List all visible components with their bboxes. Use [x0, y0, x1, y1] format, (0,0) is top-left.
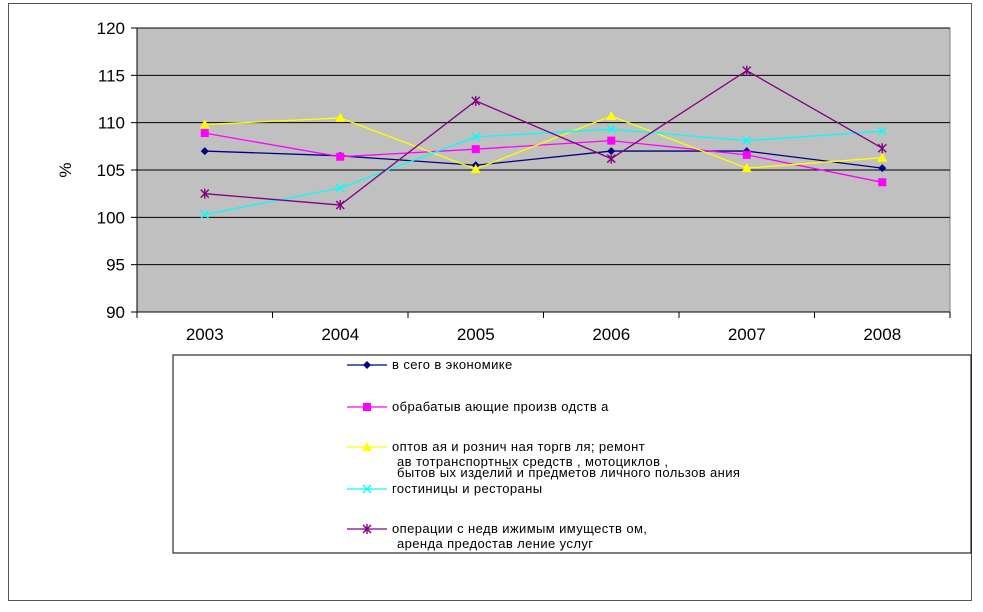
- legend-label: в сего в экономике: [392, 357, 513, 372]
- data-point: [471, 145, 480, 154]
- series-line: [204, 132, 883, 183]
- data-point: [335, 183, 345, 193]
- y-tick-label: 95: [106, 256, 125, 275]
- data-point: [363, 403, 371, 411]
- y-tick-label: 105: [97, 161, 125, 180]
- series-line: [204, 128, 883, 216]
- data-point: [362, 524, 372, 534]
- series-4: [200, 124, 887, 219]
- data-point: [606, 111, 617, 121]
- data-point: [877, 126, 887, 136]
- data-point: [200, 209, 210, 219]
- series-5: [200, 65, 887, 211]
- tick-labels: 90 95 100 105 110 115 120 2003 2004 2005 2006 2007 2…: [97, 19, 902, 344]
- data-point: [471, 95, 481, 106]
- data-point: [742, 65, 752, 76]
- data-point: [362, 442, 372, 451]
- x-tick-label: 2004: [321, 325, 359, 344]
- data-point: [607, 147, 616, 156]
- legend-label: операции с недв ижимым имуществ ом,: [392, 521, 647, 536]
- data-point: [335, 112, 346, 122]
- legend-label: обрабатыв ающие произв одств а: [392, 399, 609, 414]
- data-point: [878, 164, 887, 173]
- data-point: [362, 484, 372, 494]
- legend-label: ав тотранспортных средств , мотоциклов ,: [397, 454, 668, 469]
- data-point: [877, 152, 888, 162]
- series-line: [204, 150, 883, 169]
- y-tick-label: 120: [97, 19, 125, 38]
- data-point: [606, 124, 616, 134]
- legend-label: бытов ых изделий и предметов личного пол…: [397, 465, 740, 480]
- data-point: [199, 119, 210, 129]
- series-line: [204, 115, 883, 170]
- data-point: [742, 150, 751, 159]
- data-point: [335, 200, 345, 211]
- legend-entry: операции с недв ижимым имуществ ом,аренд…: [347, 521, 647, 551]
- x-tick-label: 2006: [592, 325, 630, 344]
- y-tick-label: 115: [98, 66, 125, 85]
- series-layer: [199, 65, 888, 219]
- legend-label: оптов ая и рознич ная торгв ля; ремонт: [392, 439, 645, 454]
- series-line: [204, 69, 883, 206]
- legend-entry: в сего в экономике: [347, 357, 513, 372]
- data-point: [470, 164, 481, 174]
- x-tick-label: 2003: [186, 325, 224, 344]
- series-3: [199, 111, 888, 174]
- y-axis-label: %: [56, 162, 75, 177]
- data-point: [471, 132, 481, 142]
- data-point: [200, 188, 210, 199]
- data-point: [741, 163, 752, 173]
- series-2: [200, 129, 887, 187]
- data-point: [363, 361, 371, 369]
- legend-label: аренда предостав ление услуг: [397, 536, 593, 551]
- legend-box: [172, 354, 972, 554]
- data-point: [607, 136, 616, 145]
- legend-entry: обрабатыв ающие произв одств а: [347, 399, 609, 414]
- legend: в сего в экономике обрабатыв ающие произв…: [347, 357, 740, 551]
- x-tick-label: 2007: [728, 325, 766, 344]
- data-point: [200, 147, 209, 156]
- axes: [136, 28, 951, 318]
- data-point: [336, 152, 345, 161]
- legend-label: гостиницы и рестораны: [392, 481, 543, 496]
- x-tick-label: 2005: [457, 325, 495, 344]
- y-tick-label: 110: [98, 114, 125, 133]
- data-point: [878, 178, 887, 187]
- legend-entry: гостиницы и рестораны: [347, 481, 543, 496]
- data-point: [877, 143, 887, 154]
- x-tick-label: 2008: [863, 325, 901, 344]
- data-point: [742, 136, 752, 146]
- data-point: [606, 153, 616, 164]
- y-tick-label: 90: [106, 303, 125, 322]
- legend-entry: оптов ая и рознич ная торгв ля; ремонтав…: [347, 439, 740, 480]
- data-point: [200, 129, 209, 138]
- y-tick-label: 100: [97, 208, 125, 227]
